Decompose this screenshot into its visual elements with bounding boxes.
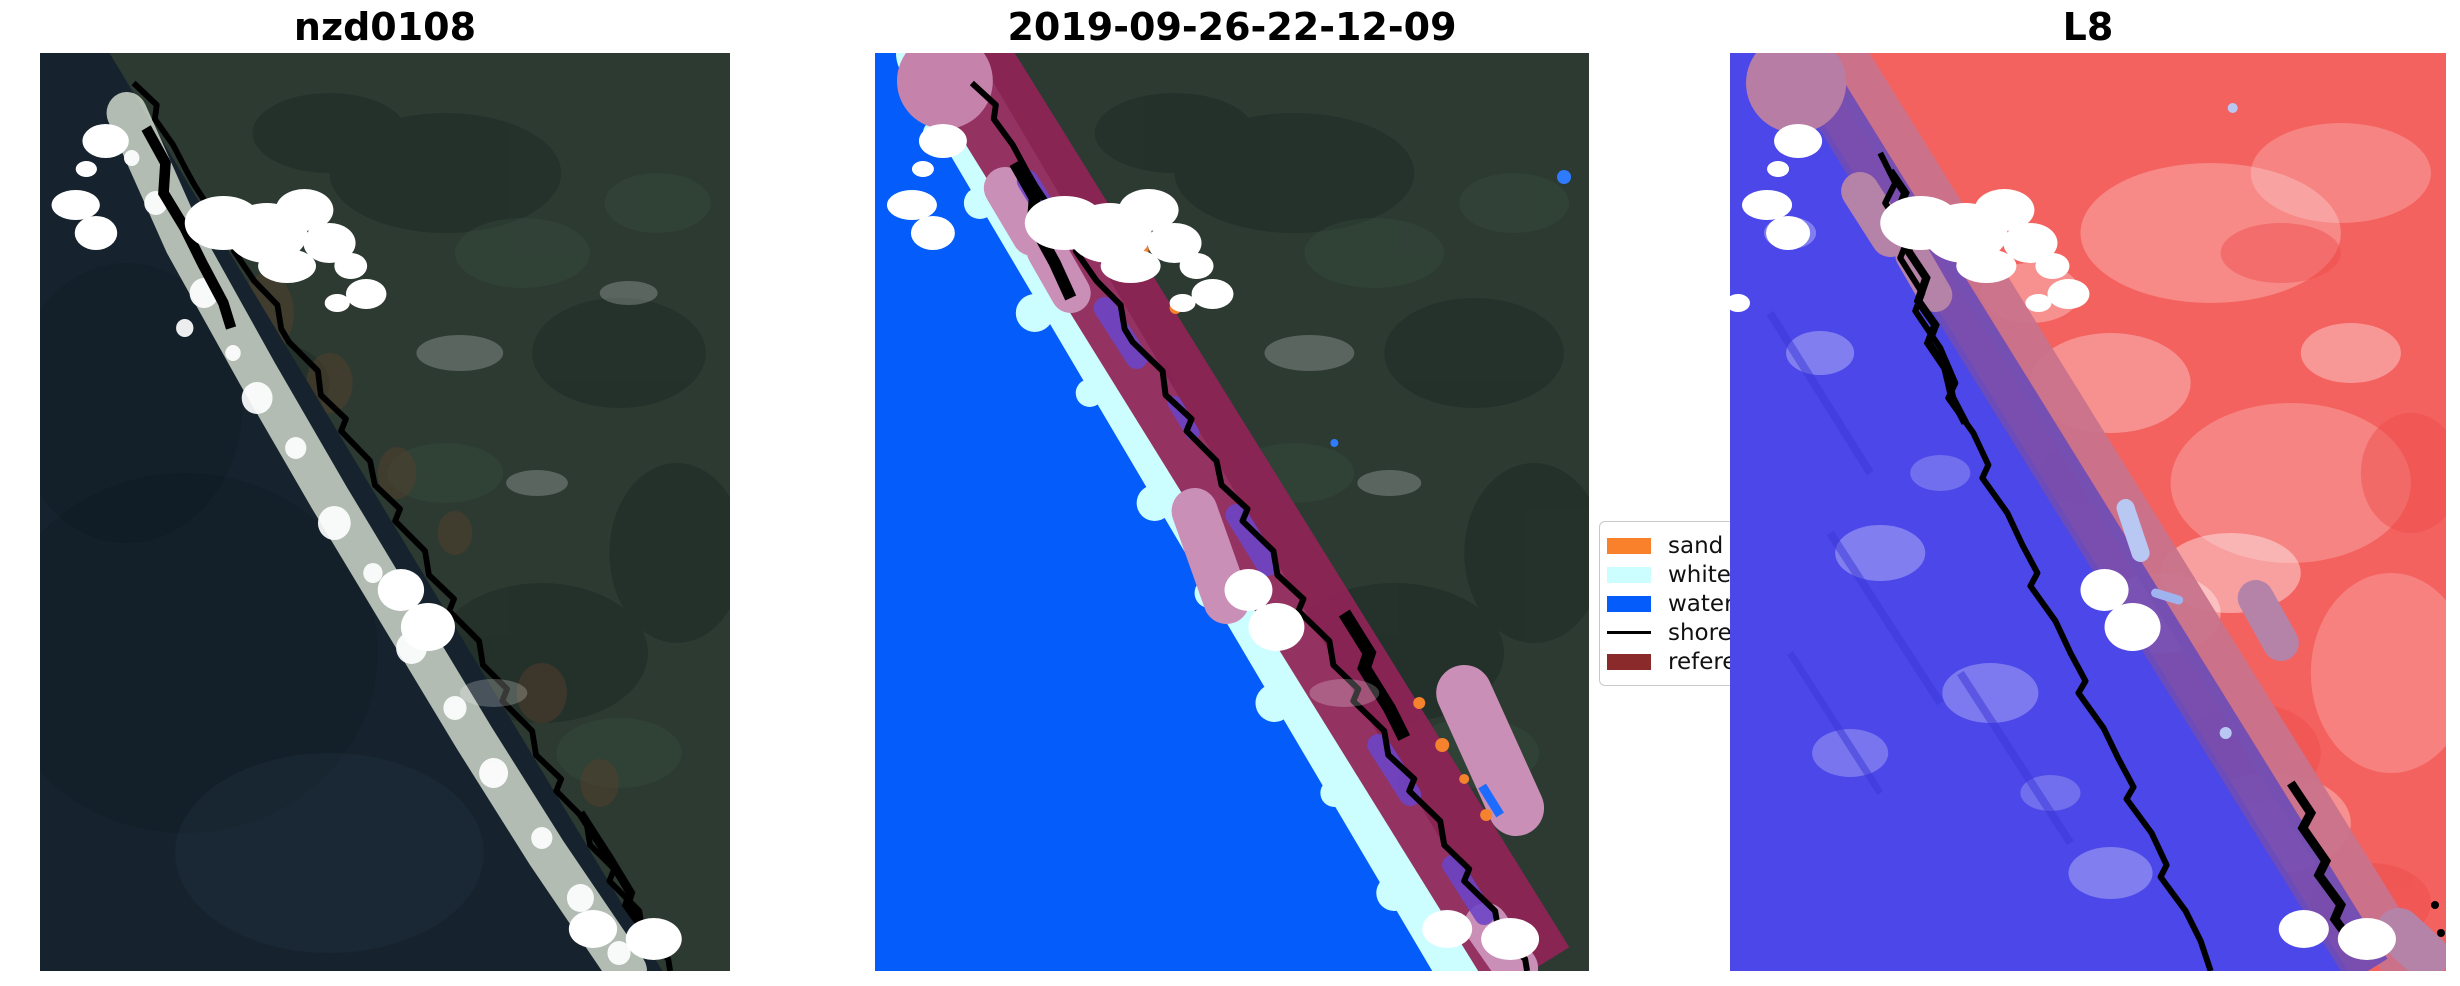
inland-lake-features <box>2116 103 2238 739</box>
reference-swatch-icon <box>1607 653 1651 670</box>
panel-l8 <box>1730 53 2446 971</box>
water-swatch-icon <box>1607 595 1651 612</box>
water-index-area <box>1730 53 2348 971</box>
ocean-texture <box>40 263 484 953</box>
shoreline-thick-segment <box>141 125 237 330</box>
panel-title-index: L8 <box>2062 5 2114 49</box>
thin-cloud-wisps <box>1264 335 1422 707</box>
legend-label-water: water <box>1668 590 1734 617</box>
cloud-mask-blobs <box>51 124 682 960</box>
reference-band-cap <box>896 53 993 129</box>
thin-cloud-wisps <box>416 281 658 707</box>
reference-band-cap <box>1746 53 1847 133</box>
sand-swatch-icon <box>1607 537 1651 554</box>
cloud-mask-blobs <box>1730 124 2396 960</box>
surf-foam-blobs <box>123 150 631 965</box>
classified-image <box>875 53 1589 971</box>
whitewater-swatch-icon <box>1607 566 1651 583</box>
cloud-mask-blobs <box>886 124 1540 960</box>
shoreline-line-icon <box>1607 631 1651 634</box>
panel-rgb <box>40 53 730 971</box>
panel-title-class: 2019-09-26-22-12-09 <box>1007 5 1457 49</box>
shoreline-blob-segment <box>1338 609 1411 741</box>
shoreline-lower-segment <box>576 810 654 941</box>
shoreline-squiggle-bottom <box>2287 780 2360 951</box>
l8-index-image <box>1730 53 2446 971</box>
water-index-streaks <box>1766 310 2074 846</box>
legend-label-sand: sand <box>1668 532 1724 559</box>
inland-water-features <box>1330 170 1572 818</box>
shoreline-dots <box>2430 901 2445 937</box>
land-texture-light <box>387 173 711 788</box>
legend-row-sand: sand <box>1607 531 1794 560</box>
land-index-texture-light <box>1980 123 2446 873</box>
satellite-rgb-image <box>40 53 730 971</box>
legend-row-water: water <box>1607 589 1794 618</box>
panel-classified <box>875 53 1589 971</box>
panel-title-rgb: nzd0108 <box>293 5 477 49</box>
